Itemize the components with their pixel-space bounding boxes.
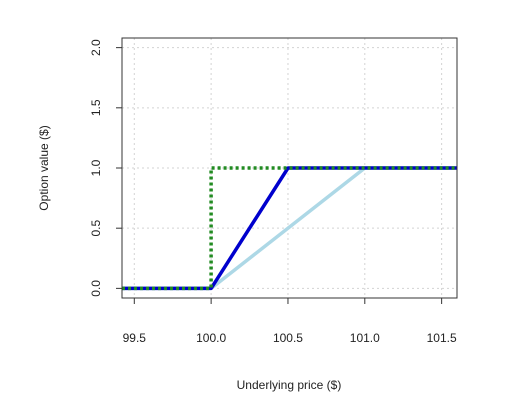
x-tick-label: 100.0	[196, 331, 226, 345]
x-tick-label: 99.5	[123, 331, 147, 345]
series-layer	[122, 166, 457, 291]
x-axis-label: Underlying price ($)	[237, 378, 342, 392]
series-line-3	[122, 166, 457, 291]
y-tick-label: 0.5	[89, 220, 103, 237]
x-tick-label: 101.5	[427, 331, 457, 345]
x-tick-label: 100.5	[273, 331, 303, 345]
y-tick-label: 1.0	[89, 159, 103, 176]
y-tick-label: 1.5	[89, 99, 103, 116]
y-tick-label: 2.0	[89, 39, 103, 56]
y-axis-label: Option value ($)	[37, 125, 51, 210]
x-axis: 99.5 100.0 100.5 101.0 101.5	[123, 298, 457, 345]
y-tick-label: 0.0	[89, 280, 103, 297]
y-axis: 0.0 0.5 1.0 1.5 2.0	[89, 39, 122, 297]
x-tick-label: 101.0	[350, 331, 380, 345]
